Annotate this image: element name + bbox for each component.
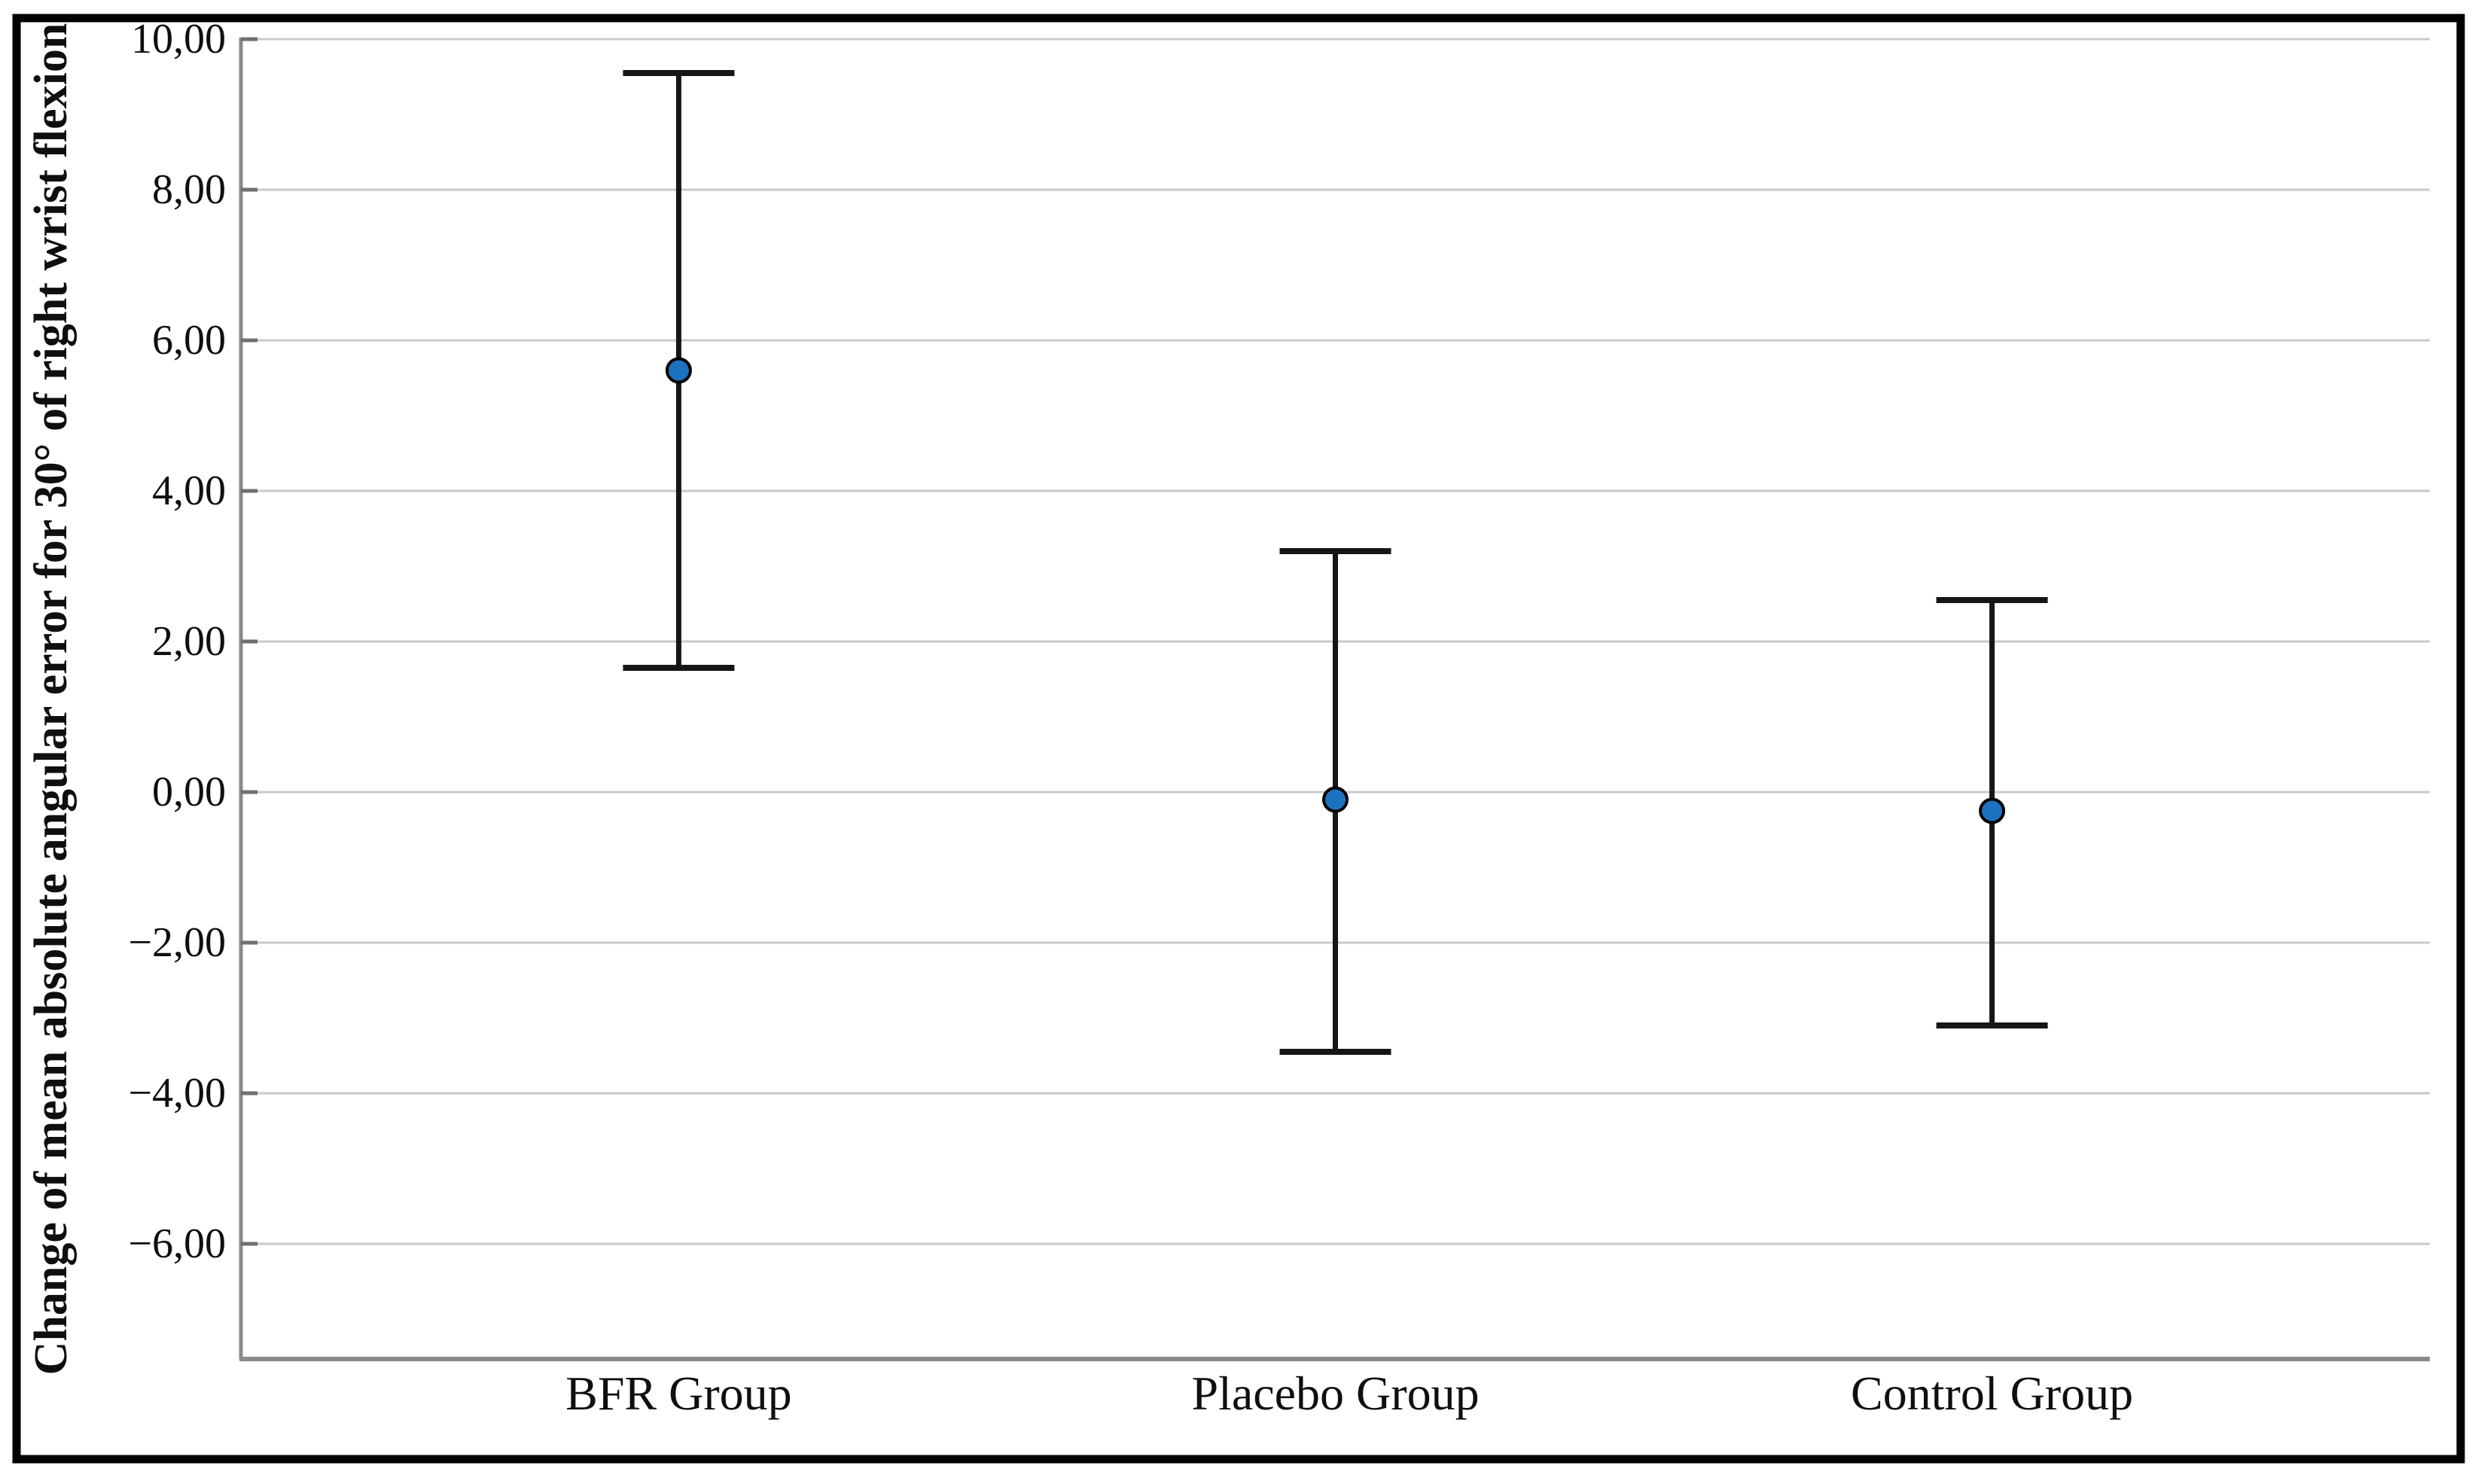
y-tick-label: 8,00	[152, 166, 226, 213]
x-category-label-bfr-group: BFR Group	[565, 1367, 792, 1420]
y-axis-title: Change of mean absolute angular error fo…	[26, 23, 77, 1376]
mean-marker-placebo-group	[1322, 786, 1349, 813]
y-tick-label: −6,00	[128, 1220, 226, 1267]
y-tick-label: 4,00	[152, 468, 226, 514]
y-tick-label: −2,00	[128, 919, 226, 966]
y-tick-label: 2,00	[152, 618, 226, 665]
y-tick-label: 10,00	[131, 16, 226, 62]
figure-border	[12, 14, 2465, 1464]
y-tick-label: −4,00	[128, 1070, 226, 1117]
y-tick-label: 6,00	[152, 317, 226, 364]
x-category-label-placebo-group: Placebo Group	[1191, 1367, 1479, 1420]
mean-marker-control-group	[1979, 797, 2006, 824]
y-tick-label: 0,00	[152, 769, 226, 815]
mean-marker-bfr-group	[665, 357, 692, 384]
x-category-label-control-group: Control Group	[1851, 1367, 2133, 1420]
